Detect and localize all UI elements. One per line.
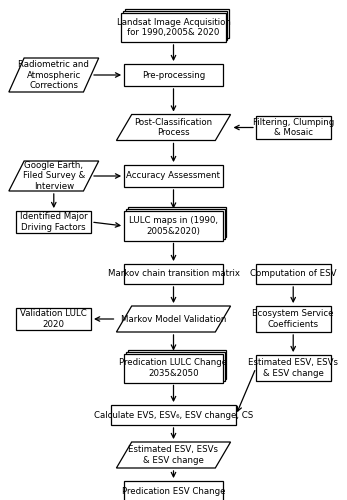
Text: LULC maps in (1990,
2005&2020): LULC maps in (1990, 2005&2020) (129, 216, 218, 236)
Bar (126, 210, 225, 238)
Text: Markov chain transition matrix: Markov chain transition matrix (108, 270, 239, 278)
Bar (128, 350, 226, 378)
Bar (121, 13, 226, 42)
Bar (17, 308, 91, 330)
Text: Calculate EVS, ESV₆, ESV change, CS: Calculate EVS, ESV₆, ESV change, CS (94, 410, 253, 420)
Text: Filtering, Clumping
& Mosaic: Filtering, Clumping & Mosaic (253, 118, 334, 137)
Bar (256, 355, 330, 381)
Polygon shape (117, 442, 231, 468)
Bar (256, 264, 330, 284)
Text: Validation LULC
2020: Validation LULC 2020 (20, 310, 87, 328)
Polygon shape (9, 161, 99, 191)
Polygon shape (117, 114, 231, 140)
Bar (124, 64, 223, 86)
Bar (124, 165, 223, 187)
Bar (256, 116, 330, 138)
Bar (128, 208, 226, 236)
Polygon shape (9, 58, 99, 92)
Bar (124, 354, 223, 382)
Text: Estimated ESV, ESVs
& ESV change: Estimated ESV, ESVs & ESV change (248, 358, 338, 378)
Bar (124, 481, 223, 500)
Bar (126, 352, 225, 380)
Bar (256, 306, 330, 332)
Text: Identified Major
Driving Factors: Identified Major Driving Factors (20, 212, 87, 232)
Text: Radiometric and
Atmospheric
Corrections: Radiometric and Atmospheric Corrections (18, 60, 89, 90)
Bar (111, 405, 236, 425)
Bar (17, 211, 91, 233)
Text: Predication ESV Change: Predication ESV Change (122, 488, 225, 496)
Text: Post-Classification
Process: Post-Classification Process (134, 118, 213, 137)
Text: Computation of ESV: Computation of ESV (250, 270, 337, 278)
Text: Markov Model Validation: Markov Model Validation (121, 314, 226, 324)
Text: Estimated ESV, ESVs
& ESV change: Estimated ESV, ESVs & ESV change (128, 446, 219, 464)
Text: Landsat Image Acquisition
for 1990,2005& 2020: Landsat Image Acquisition for 1990,2005&… (117, 18, 230, 37)
Text: Pre-processing: Pre-processing (142, 70, 205, 80)
Text: Google Earth,
Filed Survey &
Interview: Google Earth, Filed Survey & Interview (23, 161, 85, 191)
Text: Predication LULC Change
2035&2050: Predication LULC Change 2035&2050 (119, 358, 228, 378)
Text: Ecosystem Service
Coefficients: Ecosystem Service Coefficients (253, 310, 334, 328)
Bar (123, 11, 227, 40)
Bar (124, 264, 223, 284)
Bar (125, 9, 229, 38)
Text: Accuracy Assessment: Accuracy Assessment (127, 172, 220, 180)
Polygon shape (117, 306, 231, 332)
Bar (124, 212, 223, 240)
